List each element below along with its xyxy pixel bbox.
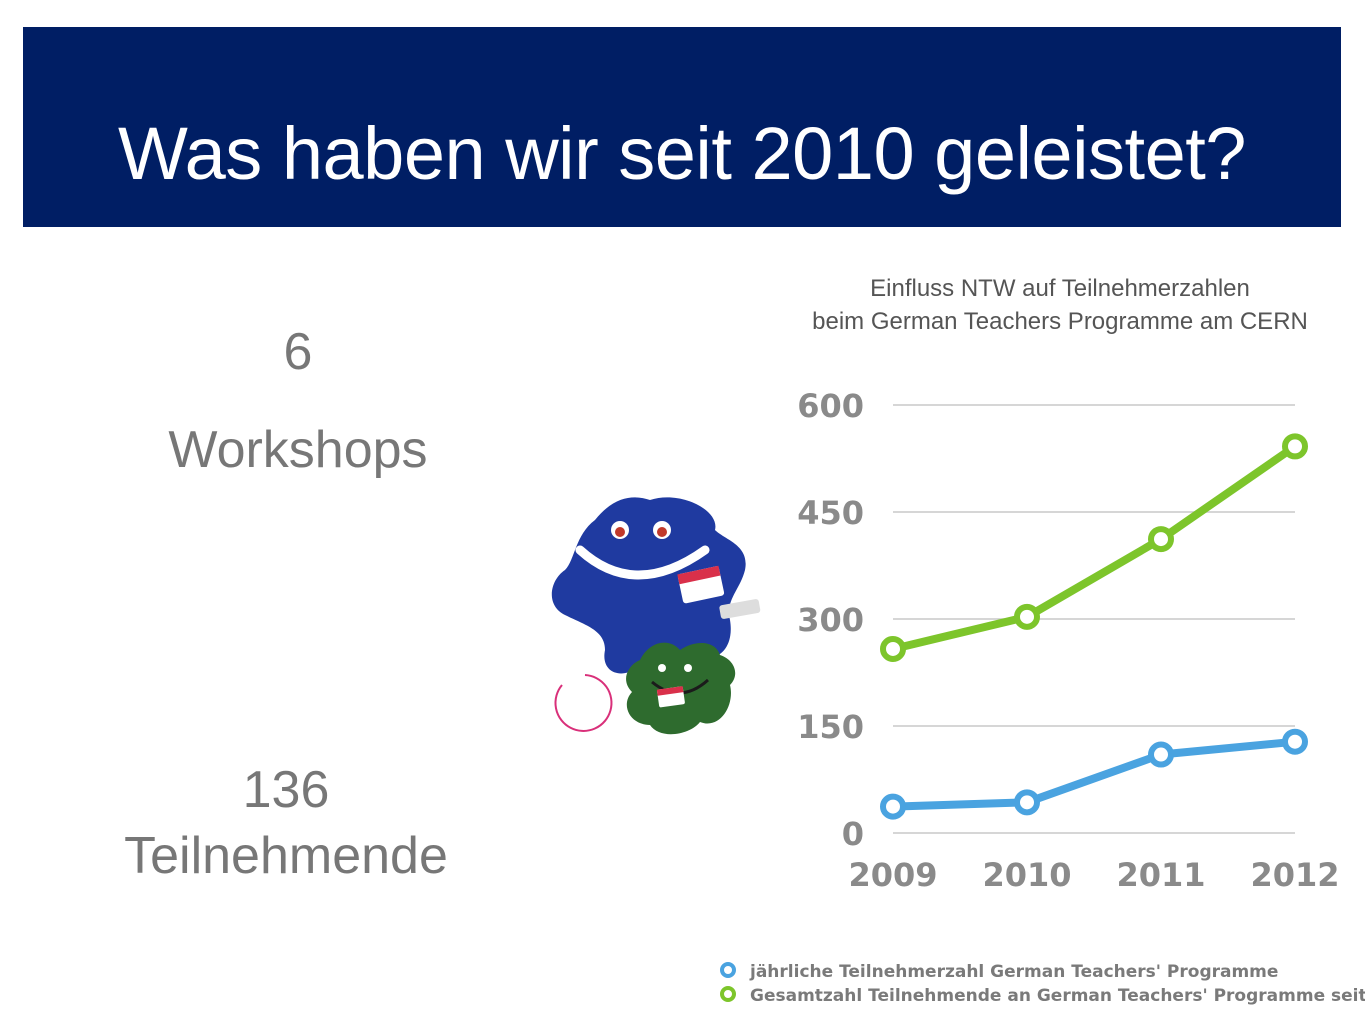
legend-entry: Gesamtzahl Teilnehmende an German Teache… <box>750 986 1365 1006</box>
y-tick-label: 0 <box>842 815 864 853</box>
x-tick-label: 2012 <box>1250 856 1339 894</box>
chart-title-line-2: beim German Teachers Programme am CERN <box>812 308 1308 335</box>
data-point <box>880 793 906 820</box>
participants-label: Teilnehmende <box>124 827 448 885</box>
y-tick-label: 150 <box>797 708 864 746</box>
chart-title-line-1: Einfluss NTW auf Teilnehmerzahlen <box>870 275 1250 302</box>
blue-star-mascot <box>551 497 761 674</box>
data-point <box>1282 433 1308 460</box>
x-tick-label: 2010 <box>982 856 1071 894</box>
y-tick-label: 600 <box>797 387 864 425</box>
workshops-label: Workshops <box>168 421 428 479</box>
series-line-1 <box>889 737 1299 811</box>
legend-marker <box>720 962 736 978</box>
mascot-plush-illustration <box>551 497 761 735</box>
data-point <box>1148 741 1174 768</box>
series-line-2 <box>889 442 1299 653</box>
data-point <box>1148 526 1174 553</box>
data-point <box>880 635 906 662</box>
y-tick-label: 450 <box>797 494 864 532</box>
chart-title: Einfluss NTW auf Teilnehmerzahlen beim G… <box>760 272 1360 338</box>
data-point <box>1014 789 1040 816</box>
data-point <box>1014 603 1040 630</box>
x-tick-label: 2009 <box>848 856 937 894</box>
page-title: Was haben wir seit 2010 geleistet? <box>118 112 1246 195</box>
y-tick-label: 300 <box>797 601 864 639</box>
pink-arrow-sketch <box>554 674 613 732</box>
workshops-count: 6 <box>283 323 313 381</box>
legend-entry: jährliche Teilnehmerzahl German Teachers… <box>749 962 1278 982</box>
participants-count: 136 <box>242 761 330 819</box>
legend-marker <box>720 986 736 1002</box>
x-tick-label: 2011 <box>1116 856 1205 894</box>
title-banner: Was haben wir seit 2010 geleistet? <box>23 27 1341 227</box>
green-star-mascot <box>626 642 736 735</box>
data-point <box>1282 728 1308 755</box>
